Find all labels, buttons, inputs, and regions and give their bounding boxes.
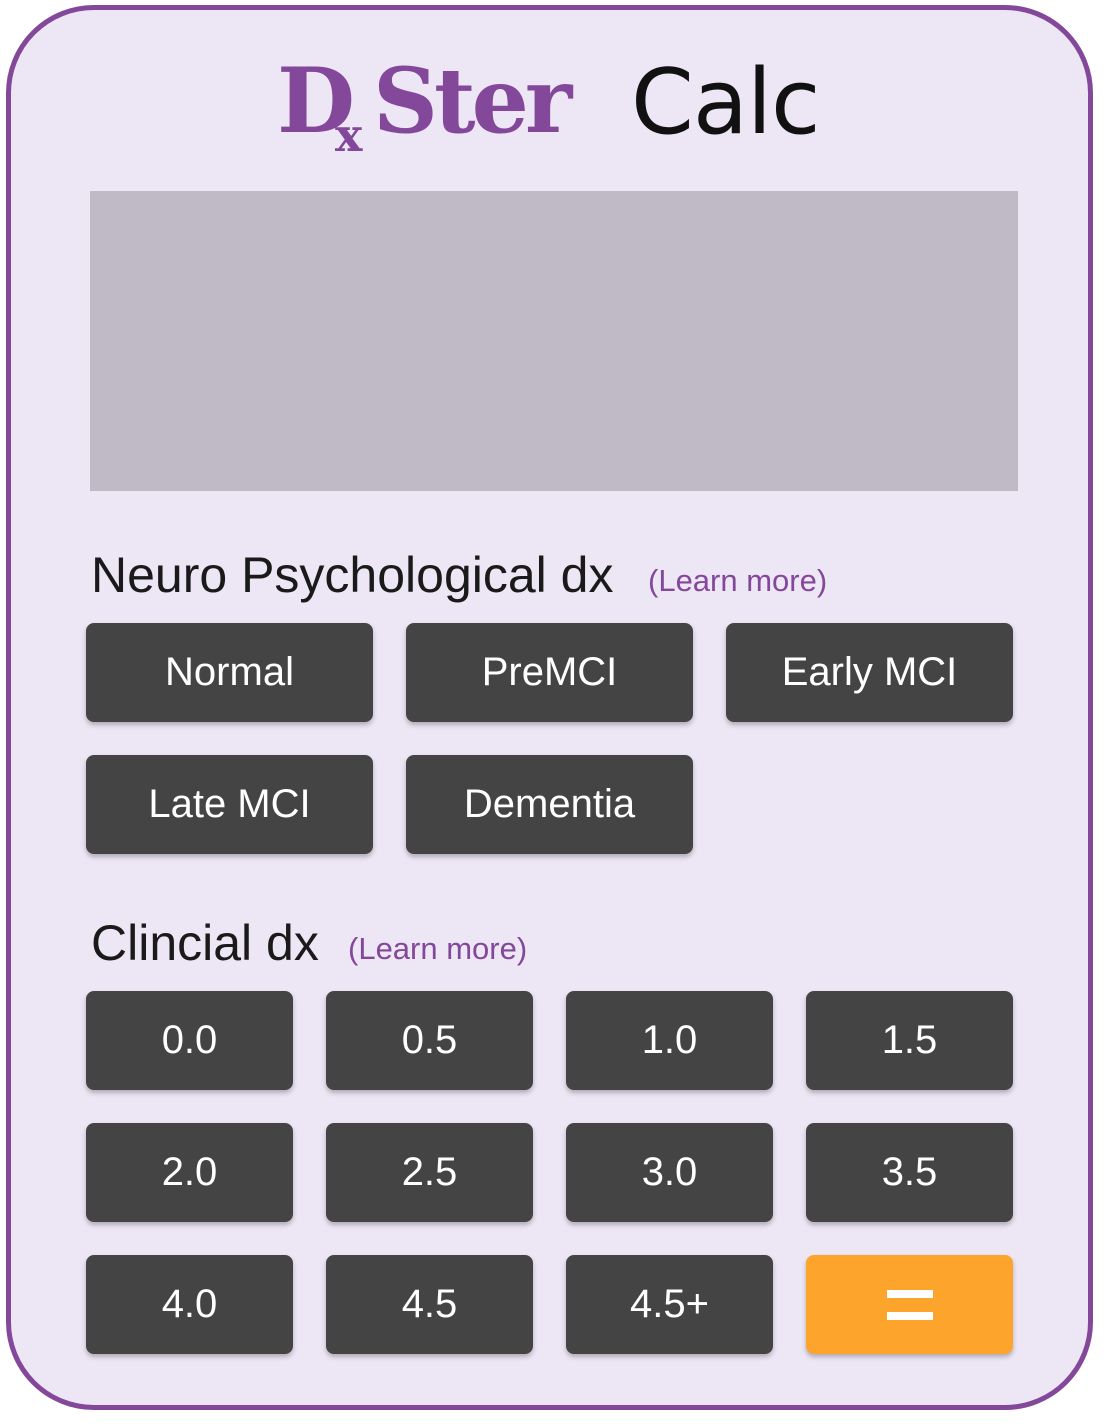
- clinical-button-2-5[interactable]: 2.5: [326, 1123, 533, 1222]
- logo-dx-letter: D: [277, 48, 355, 154]
- app-logo: D x Ster Calc: [277, 56, 837, 166]
- neuro-button-dementia[interactable]: Dementia: [406, 755, 693, 854]
- equals-button[interactable]: [806, 1255, 1013, 1354]
- clinical-button-4-5[interactable]: 4.5: [326, 1255, 533, 1354]
- neuro-button-early-mci[interactable]: Early MCI: [726, 623, 1013, 722]
- result-display: [90, 191, 1018, 491]
- neuro-button-premci[interactable]: PreMCI: [406, 623, 693, 722]
- clinical-section-title: Clincial dx: [91, 915, 319, 971]
- neuro-button-normal[interactable]: Normal: [86, 623, 373, 722]
- neuro-learn-more-link[interactable]: (Learn more): [648, 563, 828, 598]
- clinical-button-3-5[interactable]: 3.5: [806, 1123, 1013, 1222]
- clinical-learn-more-link[interactable]: (Learn more): [348, 931, 528, 966]
- clinical-button-1-0[interactable]: 1.0: [566, 991, 773, 1090]
- neuro-button-late-mci[interactable]: Late MCI: [86, 755, 373, 854]
- logo-ster-text: Ster: [373, 48, 572, 154]
- neuro-section-title: Neuro Psychological dx: [91, 547, 614, 603]
- clinical-button-3-0[interactable]: 3.0: [566, 1123, 773, 1222]
- clinical-button-4-5-plus[interactable]: 4.5+: [566, 1255, 773, 1354]
- clinical-button-4-0[interactable]: 4.0: [86, 1255, 293, 1354]
- logo-dx-subscript: x: [335, 108, 363, 162]
- clinical-button-0-5[interactable]: 0.5: [326, 991, 533, 1090]
- clinical-button-1-5[interactable]: 1.5: [806, 991, 1013, 1090]
- clinical-button-2-0[interactable]: 2.0: [86, 1123, 293, 1222]
- clinical-button-0-0[interactable]: 0.0: [86, 991, 293, 1090]
- logo-calc-text: Calc: [631, 50, 820, 155]
- equals-icon: [886, 1289, 933, 1320]
